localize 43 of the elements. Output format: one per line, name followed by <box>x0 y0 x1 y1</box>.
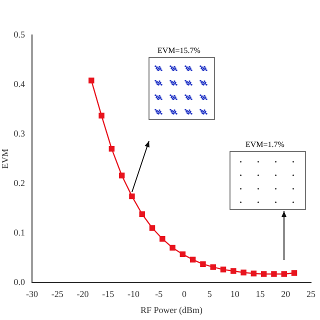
x-tick-label: 0 <box>182 289 187 300</box>
point <box>291 270 298 276</box>
point <box>129 193 135 200</box>
point <box>230 268 236 274</box>
point <box>118 172 125 178</box>
annotation: EVM=15.7% <box>158 46 200 55</box>
y-tick-label: 0.3 <box>14 128 26 138</box>
x-tick-label: 5 <box>207 289 212 300</box>
y-axis-title: EVM <box>0 148 10 169</box>
x-tick-label: -10 <box>127 289 140 300</box>
point <box>260 271 267 277</box>
point <box>88 78 94 84</box>
point <box>200 261 206 267</box>
point <box>210 264 216 270</box>
point <box>139 211 145 217</box>
y-tick-label: 0.4 <box>14 78 26 89</box>
y-tick-label: 0.1 <box>14 227 26 238</box>
point <box>220 266 226 272</box>
x-tick-label: -15 <box>102 289 115 300</box>
x-tick-label: -30 <box>26 289 39 300</box>
point <box>180 251 186 258</box>
point <box>149 225 156 231</box>
point <box>190 256 196 262</box>
x-tick-label: -5 <box>155 289 164 300</box>
y-tick-label: 0.5 <box>14 29 26 40</box>
x-tick-label: 20 <box>281 289 291 300</box>
point <box>108 146 115 152</box>
y-tick-label: 0.2 <box>14 178 26 188</box>
point <box>271 271 277 277</box>
x-tick-label: -25 <box>51 289 64 300</box>
x-tick-label: -20 <box>76 289 90 300</box>
point <box>170 244 176 251</box>
y-tick-label: 0.0 <box>14 276 26 287</box>
point <box>98 112 104 119</box>
x-tick-label: 25 <box>306 289 316 300</box>
point <box>160 236 166 242</box>
point <box>250 270 257 276</box>
x-tick-label: 10 <box>230 289 240 300</box>
x-tick-label: 15 <box>256 289 266 300</box>
annotation: EVM=1.7% <box>246 140 284 149</box>
point <box>240 270 246 276</box>
x-axis-title: RF Power (dBm) <box>140 304 203 315</box>
point <box>281 271 287 277</box>
